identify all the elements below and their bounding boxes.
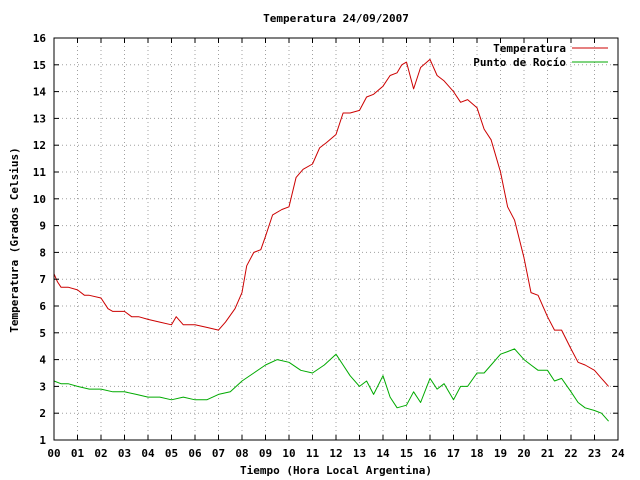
y-tick-label: 8 bbox=[39, 246, 46, 259]
y-tick-label: 3 bbox=[39, 380, 46, 393]
x-tick-label: 12 bbox=[329, 447, 342, 460]
legend: Temperatura Punto de Rocío bbox=[473, 42, 608, 69]
x-tick-label: 05 bbox=[165, 447, 178, 460]
x-tick-label: 19 bbox=[494, 447, 507, 460]
series-line-temperatura bbox=[53, 58, 609, 387]
series-line-punto-de-rocio bbox=[53, 348, 609, 422]
y-tick-label: 16 bbox=[33, 32, 47, 45]
x-tick-label: 01 bbox=[71, 447, 85, 460]
x-tick-label: 13 bbox=[353, 447, 366, 460]
y-tick-label: 7 bbox=[39, 273, 46, 286]
y-tick-label: 5 bbox=[39, 327, 46, 340]
x-axis-ticks: 00 01 02 03 04 05 06 07 08 09 10 11 12 13 14 15 16 17 18 19… bbox=[47, 38, 625, 460]
chart-title: Temperatura 24/09/2007 bbox=[263, 12, 409, 25]
y-tick-label: 11 bbox=[33, 166, 47, 179]
x-tick-label: 11 bbox=[306, 447, 320, 460]
x-tick-label: 15 bbox=[400, 447, 413, 460]
legend-label-temperatura: Temperatura bbox=[493, 42, 566, 55]
x-tick-label: 21 bbox=[541, 447, 555, 460]
y-tick-label: 15 bbox=[33, 59, 46, 72]
x-tick-label: 14 bbox=[376, 447, 390, 460]
x-tick-label: 08 bbox=[235, 447, 248, 460]
y-tick-label: 10 bbox=[33, 193, 46, 206]
y-tick-label: 4 bbox=[39, 354, 46, 367]
y-tick-label: 2 bbox=[39, 407, 46, 420]
series-layer bbox=[53, 58, 609, 422]
x-tick-label: 02 bbox=[94, 447, 107, 460]
y-tick-label: 13 bbox=[33, 112, 46, 125]
x-tick-label: 06 bbox=[188, 447, 202, 460]
x-tick-label: 09 bbox=[259, 447, 272, 460]
legend-label-punto-de-rocio: Punto de Rocío bbox=[473, 56, 566, 69]
y-axis-label: Temperatura (Grados Celsius) bbox=[8, 147, 21, 332]
x-axis-label: Tiempo (Hora Local Argentina) bbox=[240, 464, 432, 477]
x-tick-label: 00 bbox=[47, 447, 60, 460]
y-tick-label: 12 bbox=[33, 139, 46, 152]
y-tick-label: 6 bbox=[39, 300, 46, 313]
x-tick-label: 22 bbox=[564, 447, 577, 460]
y-tick-label: 9 bbox=[39, 220, 46, 233]
x-tick-label: 16 bbox=[423, 447, 437, 460]
x-tick-label: 04 bbox=[141, 447, 155, 460]
x-tick-label: 20 bbox=[517, 447, 530, 460]
x-tick-label: 17 bbox=[447, 447, 460, 460]
x-tick-label: 23 bbox=[588, 447, 601, 460]
grid bbox=[54, 38, 618, 440]
x-tick-label: 18 bbox=[470, 447, 483, 460]
x-tick-label: 03 bbox=[118, 447, 131, 460]
x-tick-label: 07 bbox=[212, 447, 225, 460]
x-tick-label: 24 bbox=[611, 447, 625, 460]
x-tick-label: 10 bbox=[282, 447, 295, 460]
y-tick-label: 14 bbox=[33, 86, 47, 99]
y-tick-label: 1 bbox=[39, 434, 46, 447]
